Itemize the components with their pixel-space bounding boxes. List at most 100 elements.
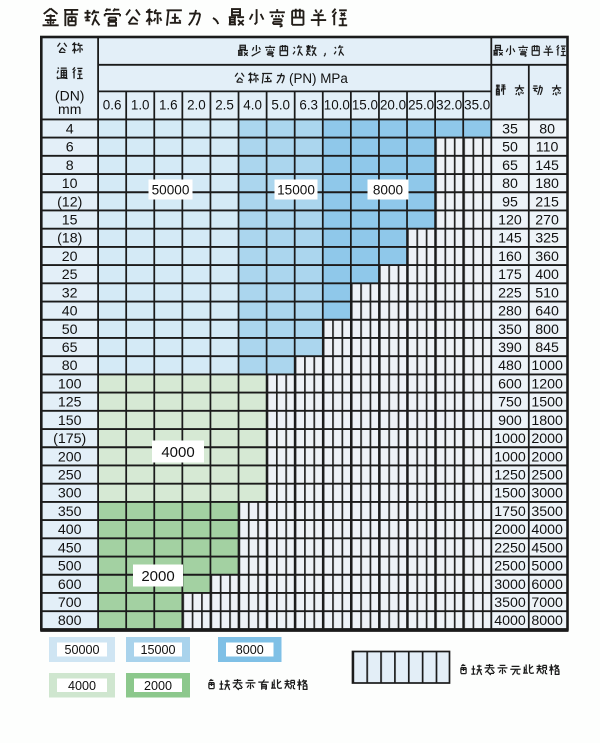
svg-text:3000: 3000	[531, 486, 563, 502]
svg-text:2.5: 2.5	[215, 98, 234, 113]
svg-text:4500: 4500	[531, 540, 563, 556]
svg-text:750: 750	[498, 395, 522, 411]
svg-text:80: 80	[62, 358, 78, 374]
svg-text:80: 80	[539, 121, 555, 137]
svg-text:2000: 2000	[141, 568, 174, 585]
svg-text:4000: 4000	[531, 522, 563, 538]
svg-text:350: 350	[58, 504, 82, 520]
svg-text:900: 900	[498, 413, 522, 429]
svg-text:40: 40	[62, 304, 78, 320]
svg-text:700: 700	[58, 595, 82, 611]
svg-text:800: 800	[535, 322, 559, 338]
svg-text:510: 510	[535, 285, 559, 301]
svg-text:15: 15	[62, 213, 78, 229]
svg-text:2000: 2000	[531, 431, 563, 447]
svg-text:1250: 1250	[494, 468, 526, 484]
svg-text:100: 100	[58, 376, 82, 392]
svg-text:180: 180	[535, 176, 559, 192]
svg-text:145: 145	[535, 158, 559, 174]
svg-text:110: 110	[536, 140, 559, 156]
svg-text:215: 215	[535, 194, 559, 210]
svg-text:120: 120	[498, 213, 522, 229]
svg-text:2000: 2000	[494, 522, 526, 538]
svg-text:350: 350	[498, 322, 522, 338]
svg-text:600: 600	[58, 577, 82, 593]
svg-text:6.3: 6.3	[299, 98, 318, 113]
svg-text:2500: 2500	[531, 468, 563, 484]
svg-text:8000: 8000	[373, 182, 404, 197]
svg-text:4: 4	[66, 121, 74, 137]
svg-text:1750: 1750	[494, 504, 526, 520]
svg-text:35: 35	[502, 121, 518, 137]
svg-text:150: 150	[58, 413, 82, 429]
svg-text:2.0: 2.0	[187, 98, 206, 113]
svg-text:50: 50	[502, 140, 518, 156]
svg-text:2000: 2000	[144, 679, 172, 693]
svg-text:(DN): (DN)	[55, 88, 85, 104]
svg-text:3500: 3500	[531, 504, 563, 520]
svg-text:400: 400	[58, 522, 82, 538]
svg-text:2000: 2000	[531, 449, 563, 465]
svg-text:32: 32	[62, 285, 78, 301]
svg-text:1000: 1000	[494, 431, 526, 447]
svg-text:1.6: 1.6	[159, 98, 178, 113]
svg-text:10.0: 10.0	[324, 98, 350, 113]
svg-text:50000: 50000	[152, 182, 190, 197]
svg-text:175: 175	[498, 267, 522, 283]
svg-text:800: 800	[58, 613, 82, 629]
svg-text:1000: 1000	[494, 449, 526, 465]
svg-text:8000: 8000	[236, 643, 264, 657]
svg-text:20.0: 20.0	[380, 98, 406, 113]
svg-text:6: 6	[66, 140, 74, 156]
svg-text:250: 250	[58, 468, 82, 484]
svg-text:390: 390	[498, 340, 522, 356]
svg-text:15000: 15000	[277, 182, 315, 197]
svg-text:145: 145	[498, 231, 522, 247]
svg-text:25: 25	[62, 267, 78, 283]
svg-text:125: 125	[58, 395, 82, 411]
svg-text:32.0: 32.0	[436, 98, 462, 113]
svg-text:1000: 1000	[531, 358, 563, 374]
svg-text:640: 640	[535, 304, 559, 320]
svg-text:5000: 5000	[531, 559, 563, 575]
svg-text:50: 50	[62, 322, 78, 338]
svg-text:360: 360	[535, 249, 559, 265]
svg-text:mm: mm	[58, 101, 81, 117]
svg-text:50000: 50000	[64, 643, 99, 657]
svg-text:15000: 15000	[140, 643, 175, 657]
svg-text:(18): (18)	[57, 231, 82, 247]
svg-text:300: 300	[58, 486, 82, 502]
svg-text:4000: 4000	[494, 613, 526, 629]
svg-text:7000: 7000	[531, 595, 563, 611]
svg-text:25.0: 25.0	[408, 98, 434, 113]
svg-text:80: 80	[502, 176, 518, 192]
svg-text:(PN) MPa: (PN) MPa	[289, 71, 348, 86]
svg-text:400: 400	[535, 267, 559, 283]
svg-text:4.0: 4.0	[243, 98, 262, 113]
svg-text:(12): (12)	[57, 194, 82, 210]
svg-text:1500: 1500	[494, 486, 526, 502]
svg-text:280: 280	[498, 304, 522, 320]
svg-text:0.6: 0.6	[103, 98, 122, 113]
svg-text:160: 160	[498, 249, 522, 265]
svg-text:450: 450	[58, 540, 82, 556]
svg-text:65: 65	[502, 158, 518, 174]
svg-text:65: 65	[62, 340, 78, 356]
svg-text:3000: 3000	[494, 577, 526, 593]
svg-text:5.0: 5.0	[271, 98, 290, 113]
svg-text:3500: 3500	[494, 595, 526, 611]
svg-text:845: 845	[535, 340, 559, 356]
svg-text:2250: 2250	[494, 540, 526, 556]
svg-text:1200: 1200	[531, 376, 563, 392]
svg-text:20: 20	[62, 249, 78, 265]
svg-text:2500: 2500	[494, 559, 526, 575]
svg-text:95: 95	[502, 194, 518, 210]
svg-text:1500: 1500	[531, 395, 563, 411]
svg-text:600: 600	[498, 376, 522, 392]
svg-text:500: 500	[58, 559, 82, 575]
svg-text:15.0: 15.0	[352, 98, 378, 113]
svg-text:1.0: 1.0	[131, 98, 150, 113]
svg-text:(175): (175)	[53, 431, 86, 447]
svg-text:1800: 1800	[531, 413, 563, 429]
svg-text:270: 270	[535, 213, 559, 229]
